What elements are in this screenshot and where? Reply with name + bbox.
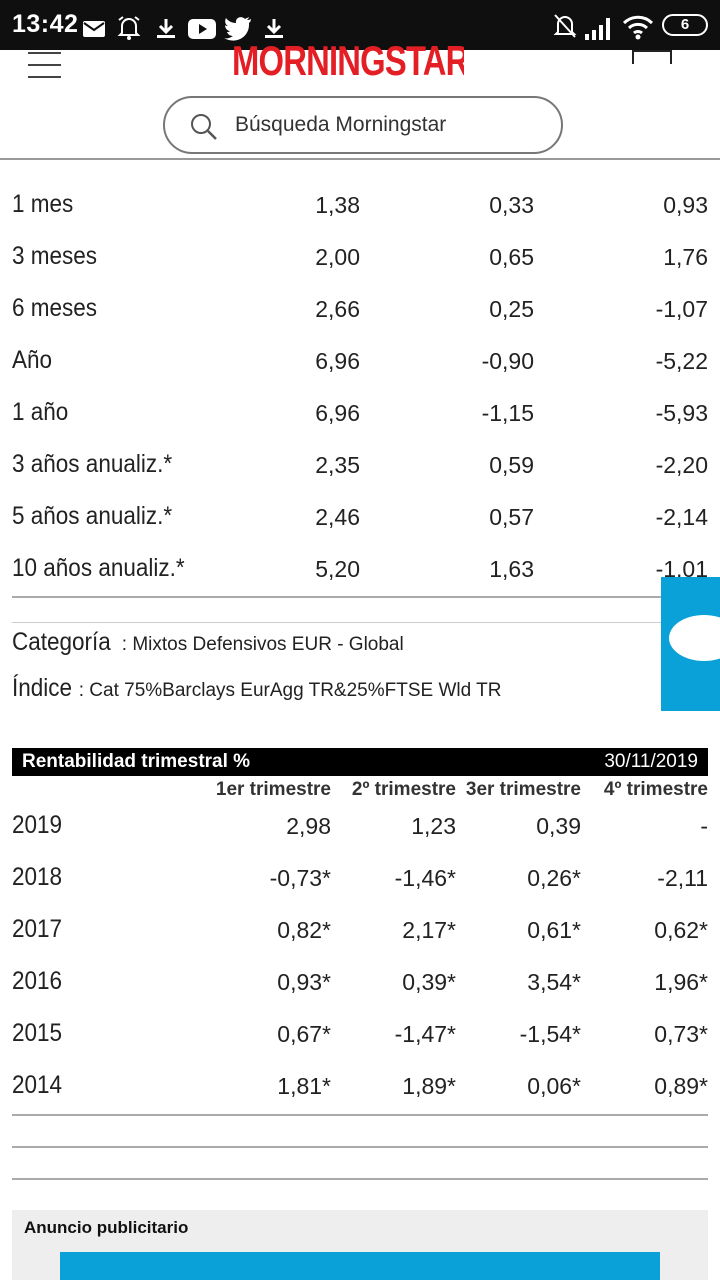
table-row: 2015 0,67* -1,47* -1,54* 0,73* bbox=[12, 1019, 708, 1047]
download-icon bbox=[265, 19, 283, 38]
column-header: 1er trimestre bbox=[215, 779, 331, 800]
wifi-icon bbox=[622, 15, 654, 40]
index-value: Cat 75%Barclays EurAgg TR&25%FTSE Wld TR bbox=[89, 680, 502, 701]
status-time: 13:42 bbox=[12, 10, 79, 38]
search-input[interactable] bbox=[235, 108, 535, 142]
mute-icon bbox=[553, 14, 577, 38]
site-header: MORNINGSTAR bbox=[0, 46, 720, 160]
table-row: 6 meses 2,66 0,25 -1,07 bbox=[12, 294, 708, 322]
table-row: 1 mes 1,38 0,33 0,93 bbox=[12, 190, 708, 218]
divider bbox=[12, 1146, 708, 1148]
table-row: 3 meses 2,00 0,65 1,76 bbox=[12, 242, 708, 270]
morningstar-logo[interactable]: MORNINGSTAR bbox=[232, 46, 464, 84]
quarterly-title: Rentabilidad trimestral % bbox=[22, 751, 251, 772]
table-row: 1 año 6,96 -1,15 -5,93 bbox=[12, 398, 708, 426]
divider bbox=[12, 1114, 708, 1116]
search-icon bbox=[191, 114, 217, 140]
youtube-icon bbox=[188, 19, 216, 39]
ad-banner[interactable] bbox=[60, 1252, 660, 1280]
category-label: Categoría bbox=[12, 628, 111, 656]
table-row: 2014 1,81* 1,89* 0,06* 0,89* bbox=[12, 1071, 708, 1099]
table-row: 2016 0,93* 0,39* 3,54* 1,96* bbox=[12, 967, 708, 995]
table-row: 2018 -0,73* -1,46* 0,26* -2,11 bbox=[12, 863, 708, 891]
search-box[interactable] bbox=[163, 96, 563, 154]
column-header: 2º trimestre bbox=[351, 779, 456, 800]
table-row: 2019 2,98 1,23 0,39 - bbox=[12, 811, 708, 839]
category-value[interactable]: Mixtos Defensivos EUR - Global bbox=[132, 634, 404, 655]
account-icon[interactable] bbox=[632, 50, 672, 64]
table-row: 5 años anualiz.* 2,46 0,57 -2,14 bbox=[12, 502, 708, 530]
status-bar: 13:42 6 bbox=[0, 0, 720, 50]
table-row: 2017 0,82* 2,17* 0,61* 0,62* bbox=[12, 915, 708, 943]
alarm-icon bbox=[117, 16, 141, 40]
divider bbox=[12, 1178, 708, 1180]
battery-icon: 6 bbox=[662, 14, 708, 36]
divider bbox=[12, 622, 708, 623]
chat-icon bbox=[669, 615, 720, 661]
table-row: 3 años anualiz.* 2,35 0,59 -2,20 bbox=[12, 450, 708, 478]
index-line: Índice: Cat 75%Barclays EurAgg TR&25%FTS… bbox=[12, 674, 502, 702]
table-row: Año 6,96 -0,90 -5,22 bbox=[12, 346, 708, 374]
mail-icon bbox=[83, 21, 105, 37]
ad-block: Anuncio publicitario bbox=[12, 1210, 708, 1280]
ad-label: Anuncio publicitario bbox=[24, 1218, 189, 1237]
chat-button[interactable] bbox=[661, 577, 720, 711]
index-label: Índice bbox=[12, 674, 73, 702]
quarterly-columns: 1er trimestre 2º trimestre 3er trimestre… bbox=[12, 779, 708, 803]
quarterly-header: Rentabilidad trimestral % 30/11/2019 bbox=[12, 748, 708, 776]
menu-icon[interactable] bbox=[28, 52, 61, 84]
table-row: 10 años anualiz.* 5,20 1,63 -1,01 bbox=[12, 554, 708, 582]
download-icon bbox=[157, 19, 175, 38]
divider bbox=[12, 596, 708, 598]
column-header: 4º trimestre bbox=[603, 779, 708, 800]
twitter-icon bbox=[224, 17, 251, 41]
category-line: Categoría: Mixtos Defensivos EUR - Globa… bbox=[12, 628, 404, 656]
column-header: 3er trimestre bbox=[465, 779, 581, 800]
signal-icon bbox=[585, 18, 610, 40]
quarterly-date: 30/11/2019 bbox=[604, 751, 698, 772]
